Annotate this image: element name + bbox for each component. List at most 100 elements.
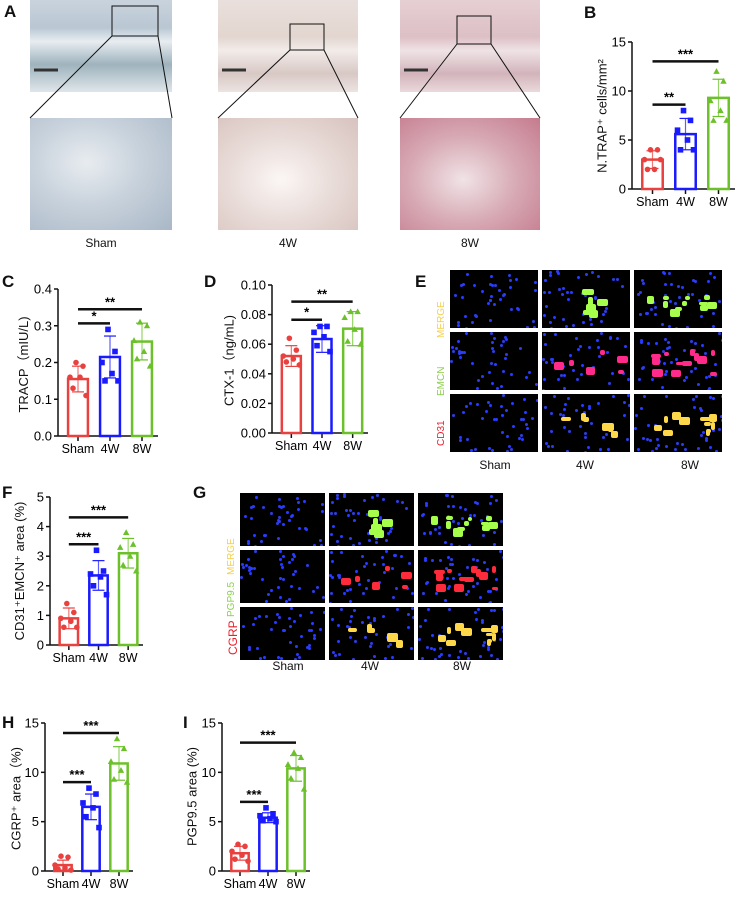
x-tick-label: 8W bbox=[119, 651, 138, 665]
y-tick-label: 3 bbox=[37, 549, 44, 564]
bar bbox=[286, 767, 306, 873]
data-point bbox=[105, 326, 111, 333]
data-point bbox=[143, 322, 151, 329]
bar bbox=[280, 354, 303, 435]
bar bbox=[258, 816, 278, 873]
data-point bbox=[55, 866, 61, 872]
data-point bbox=[136, 318, 144, 325]
data-point bbox=[117, 767, 125, 773]
fluorescence-image bbox=[329, 550, 414, 603]
data-point bbox=[80, 800, 86, 806]
chart-h: 0 5 10 15 Sham 4W 8W *** *** CGRP⁺ area（%) bbox=[0, 711, 145, 893]
data-point bbox=[52, 862, 58, 868]
data-point bbox=[713, 68, 720, 74]
fluorescence-image bbox=[240, 550, 325, 603]
fluorescence-image bbox=[418, 493, 503, 546]
data-point bbox=[317, 323, 323, 330]
fluorescence-image bbox=[418, 607, 503, 660]
data-point bbox=[257, 812, 263, 819]
data-point bbox=[70, 385, 76, 392]
y-tick-label: 0 bbox=[37, 638, 44, 653]
x-tick-label: 4W bbox=[259, 877, 278, 891]
fluorescence-image bbox=[634, 270, 722, 328]
data-point bbox=[86, 785, 92, 791]
data-point bbox=[680, 107, 687, 114]
data-point bbox=[687, 117, 694, 124]
x-tick-label: 8W bbox=[343, 439, 362, 453]
chart-svg: 0 1 2 3 4 5 Sham 4W 8W *** *** bbox=[37, 490, 143, 665]
y-tick-label: 0.10 bbox=[241, 278, 266, 293]
panel-label-h: H bbox=[2, 713, 15, 732]
data-point bbox=[71, 609, 77, 616]
micrograph-4w-magnified bbox=[218, 118, 358, 230]
x-tick-label: 8W bbox=[110, 877, 129, 891]
significance-stars: *** bbox=[76, 529, 92, 544]
y-tick-label: 0.04 bbox=[241, 366, 266, 381]
chart-d: 0.00 0.02 0.04 0.06 0.08 0.10 Sham 4W 8W * ** CTX-1… bbox=[215, 273, 380, 455]
chart-b: 0 5 10 15 Sham 4W 8W ** *** N.TRAP⁺ cells/mm² bbox=[587, 30, 747, 211]
y-tick-label: 2 bbox=[37, 578, 44, 593]
y-tick-label: 5 bbox=[209, 814, 216, 829]
data-point bbox=[674, 127, 681, 133]
data-point bbox=[684, 137, 691, 143]
data-point bbox=[129, 541, 137, 547]
data-point bbox=[296, 362, 303, 368]
data-point bbox=[73, 359, 79, 366]
data-point bbox=[83, 813, 89, 820]
data-point bbox=[651, 166, 658, 173]
data-point bbox=[263, 805, 269, 811]
data-point bbox=[286, 335, 293, 342]
data-point bbox=[107, 758, 115, 764]
chart-f: 0 1 2 3 4 5 Sham 4W 8W *** *** CD31⁺EMCN⁺ area (%) bbox=[5, 485, 155, 667]
data-point bbox=[132, 567, 140, 574]
x-tick-label: Sham bbox=[224, 877, 257, 891]
caption-g-sham: Sham bbox=[272, 659, 304, 673]
x-tick-label: Sham bbox=[62, 442, 95, 456]
caption-e-4w: 4W bbox=[576, 458, 594, 472]
data-point bbox=[123, 778, 131, 785]
data-point bbox=[283, 359, 290, 365]
x-tick-label: 8W bbox=[133, 442, 152, 456]
data-point bbox=[93, 791, 99, 797]
data-point bbox=[273, 818, 279, 825]
panel-label-b: B bbox=[584, 3, 597, 22]
data-point bbox=[77, 374, 83, 380]
data-point bbox=[140, 348, 148, 354]
chart-svg: 0 5 10 15 Sham 4W 8W *** *** bbox=[25, 716, 133, 891]
data-point bbox=[61, 624, 67, 631]
data-point bbox=[351, 326, 358, 332]
y-axis-label: CD31⁺EMCN⁺ area (%) bbox=[12, 501, 27, 641]
significance-stars: ** bbox=[317, 287, 328, 302]
data-point bbox=[133, 355, 141, 362]
data-point bbox=[641, 156, 648, 163]
y-tick-label: 0.08 bbox=[241, 307, 266, 322]
data-point bbox=[112, 348, 118, 355]
y-axis-label: TRACP（mIU/L) bbox=[15, 315, 31, 413]
data-point bbox=[115, 378, 121, 384]
data-point bbox=[357, 340, 364, 347]
fluorescence-image bbox=[542, 394, 630, 452]
chart-c: 0.0 0.1 0.2 0.3 0.4 Sham 4W 8W * ** TRACP（mIU/L) bbox=[10, 277, 170, 458]
data-point bbox=[116, 544, 124, 550]
significance-stars: ** bbox=[105, 294, 116, 309]
micrograph-sham-magnified bbox=[30, 118, 172, 230]
y-tick-label: 0 bbox=[619, 182, 626, 197]
x-tick-label: 4W bbox=[82, 877, 101, 891]
data-point bbox=[327, 348, 333, 355]
y-axis-label: CGRP⁺ area（%) bbox=[8, 747, 24, 850]
data-point bbox=[74, 624, 80, 631]
panel-label-g: G bbox=[193, 483, 207, 502]
data-point bbox=[235, 841, 241, 848]
data-point bbox=[311, 329, 317, 336]
panel-label-i: I bbox=[183, 713, 188, 732]
data-point bbox=[354, 308, 361, 315]
data-point bbox=[130, 337, 138, 343]
x-tick-label: Sham bbox=[53, 651, 86, 665]
x-tick-label: 8W bbox=[709, 195, 728, 209]
channel-label-pgp95: PGP9.5 bbox=[226, 581, 237, 617]
data-point bbox=[710, 117, 717, 123]
x-tick-label: 4W bbox=[313, 439, 332, 453]
fluorescence-image bbox=[450, 270, 538, 328]
x-tick-label: 4W bbox=[101, 442, 120, 456]
